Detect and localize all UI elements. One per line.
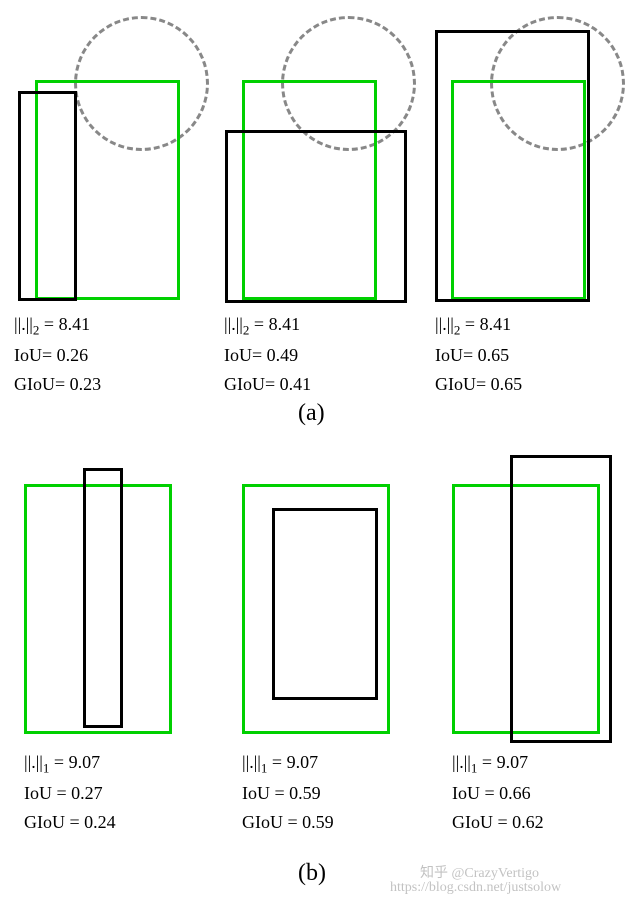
giou-row: GIoU = 0.24	[24, 808, 116, 837]
giou-row: GIoU= 0.65	[435, 370, 522, 399]
norm-val: 8.41	[480, 314, 512, 334]
caption-a: (a)	[298, 400, 325, 427]
eq: =	[54, 752, 69, 772]
giou-row: GIoU = 0.59	[242, 808, 334, 837]
giou-val: 0.59	[302, 812, 334, 832]
norm-label: ||.||	[14, 314, 33, 334]
norm-sub: 1	[43, 761, 50, 776]
eq: =	[465, 314, 480, 334]
norm-val: 8.41	[269, 314, 301, 334]
norm-label: ||.||	[242, 752, 261, 772]
norm-sub: 2	[243, 323, 250, 338]
iou-row: IoU= 0.26	[14, 341, 101, 370]
norm-val: 9.07	[287, 752, 319, 772]
iou-row: IoU= 0.65	[435, 341, 522, 370]
metrics-b1: ||.||1 = 9.07 IoU = 0.27 GIoU = 0.24	[24, 748, 116, 837]
eq: =	[44, 314, 59, 334]
giou-label: GIoU =	[452, 812, 508, 832]
watermark-csdn: https://blog.csdn.net/justsolow	[390, 880, 561, 896]
giou-val: 0.41	[280, 374, 312, 394]
iou-val: 0.59	[289, 783, 321, 803]
giou-label: GIoU=	[224, 374, 275, 394]
norm-sub: 1	[261, 761, 268, 776]
norm-row: ||.||2 = 8.41	[435, 310, 522, 341]
iou-val: 0.65	[478, 345, 510, 365]
giou-label: GIoU =	[24, 812, 80, 832]
iou-label: IoU=	[435, 345, 473, 365]
giou-label: GIoU=	[14, 374, 65, 394]
metrics-b3: ||.||1 = 9.07 IoU = 0.66 GIoU = 0.62	[452, 748, 544, 837]
black-box	[18, 91, 77, 301]
norm-label: ||.||	[24, 752, 43, 772]
iou-val: 0.26	[57, 345, 89, 365]
caption-b: (b)	[298, 860, 326, 887]
norm-row: ||.||2 = 8.41	[14, 310, 101, 341]
norm-row: ||.||1 = 9.07	[242, 748, 334, 779]
eq: =	[482, 752, 497, 772]
iou-row: IoU = 0.27	[24, 779, 116, 808]
giou-row: GIoU= 0.23	[14, 370, 101, 399]
black-box	[272, 508, 378, 700]
black-box	[510, 455, 612, 743]
metrics-a2: ||.||2 = 8.41 IoU= 0.49 GIoU= 0.41	[224, 310, 311, 399]
metrics-b2: ||.||1 = 9.07 IoU = 0.59 GIoU = 0.59	[242, 748, 334, 837]
iou-val: 0.27	[71, 783, 103, 803]
iou-row: IoU = 0.59	[242, 779, 334, 808]
iou-val: 0.66	[499, 783, 531, 803]
norm-label: ||.||	[452, 752, 471, 772]
eq: =	[272, 752, 287, 772]
iou-val: 0.49	[267, 345, 299, 365]
black-box	[83, 468, 123, 728]
giou-label: GIoU=	[435, 374, 486, 394]
watermark-zhihu: 知乎 @CrazyVertigo	[420, 862, 539, 882]
giou-row: GIoU= 0.41	[224, 370, 311, 399]
norm-label: ||.||	[435, 314, 454, 334]
metrics-a1: ||.||2 = 8.41 IoU= 0.26 GIoU= 0.23	[14, 310, 101, 399]
norm-row: ||.||2 = 8.41	[224, 310, 311, 341]
black-box	[435, 30, 590, 302]
giou-row: GIoU = 0.62	[452, 808, 544, 837]
iou-row: IoU= 0.49	[224, 341, 311, 370]
norm-label: ||.||	[224, 314, 243, 334]
norm-sub: 1	[471, 761, 478, 776]
norm-sub: 2	[33, 323, 40, 338]
norm-val: 9.07	[69, 752, 101, 772]
norm-row: ||.||1 = 9.07	[452, 748, 544, 779]
norm-val: 9.07	[497, 752, 529, 772]
iou-label: IoU=	[224, 345, 262, 365]
giou-label: GIoU =	[242, 812, 298, 832]
norm-val: 8.41	[59, 314, 91, 334]
metrics-a3: ||.||2 = 8.41 IoU= 0.65 GIoU= 0.65	[435, 310, 522, 399]
iou-label: IoU =	[452, 783, 495, 803]
iou-row: IoU = 0.66	[452, 779, 544, 808]
black-box	[225, 130, 407, 303]
giou-val: 0.65	[491, 374, 523, 394]
eq: =	[254, 314, 269, 334]
iou-label: IoU =	[24, 783, 67, 803]
norm-sub: 2	[454, 323, 461, 338]
iou-label: IoU =	[242, 783, 285, 803]
giou-val: 0.23	[70, 374, 102, 394]
iou-label: IoU=	[14, 345, 52, 365]
giou-val: 0.24	[84, 812, 116, 832]
norm-row: ||.||1 = 9.07	[24, 748, 116, 779]
giou-val: 0.62	[512, 812, 544, 832]
